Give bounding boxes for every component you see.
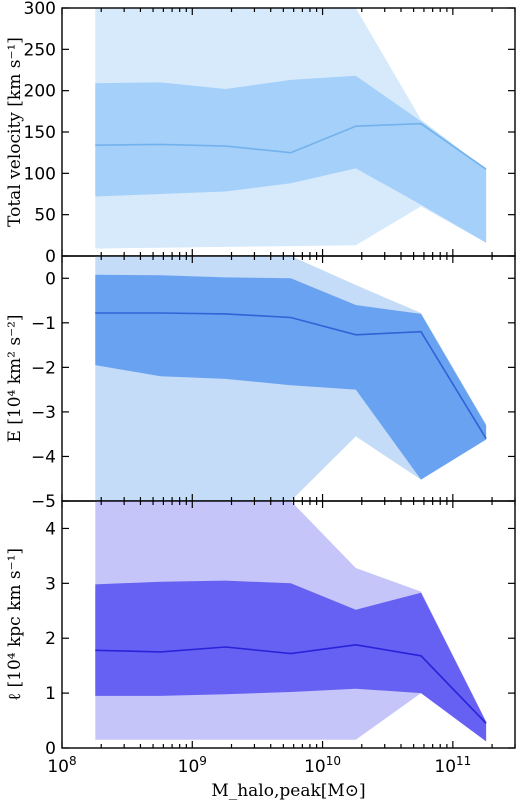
y-tick-label: 300 xyxy=(24,0,56,19)
median-line xyxy=(95,122,487,170)
y-tick-label: −3 xyxy=(31,403,56,423)
y-tick-label: 3 xyxy=(45,574,56,594)
y-tick-label: 0 xyxy=(45,247,56,267)
y-tick-label: 250 xyxy=(24,40,56,60)
inner-band xyxy=(95,274,487,480)
panel-frame xyxy=(61,500,516,749)
x-axis: 108 109 1010 1011 M_halo,peak[M⊙] xyxy=(47,754,471,800)
y-tick-label: 2 xyxy=(45,629,56,649)
y-tick-label: 1 xyxy=(45,684,56,704)
median-line xyxy=(95,643,487,724)
y-tick-label: −1 xyxy=(31,314,56,334)
panel-plot-area xyxy=(95,256,487,501)
y-tick-label: 150 xyxy=(24,123,56,143)
y-axis-label: ℓ [10⁴ kpc km s⁻¹] xyxy=(5,548,25,701)
panel-plot-area xyxy=(95,8,487,249)
y-tick-label: 50 xyxy=(34,206,56,226)
x-tick-label: 1011 xyxy=(434,754,471,777)
inner-band xyxy=(95,75,487,243)
y-tick-label: −2 xyxy=(31,358,56,378)
panel-2: 0 −1 −2 −3 −4 −5 E [10⁴ km² s⁻²] xyxy=(5,255,516,512)
y-tick-label: 200 xyxy=(24,82,56,102)
panel-1: 0 50 100 150 200 250 300 Total velocity [km s⁻¹… xyxy=(5,0,516,267)
y-tick-label: 100 xyxy=(24,164,56,184)
inner-band xyxy=(95,580,487,742)
panel-3: 0 1 2 3 4 ℓ [10⁴ kpc km s⁻¹] xyxy=(5,500,516,759)
y-tick-label: −5 xyxy=(31,492,56,512)
x-tick-label: 1010 xyxy=(304,754,341,777)
y-axis-label: E [10⁴ km² s⁻²] xyxy=(5,314,25,442)
x-axis-label: M_halo,peak[M⊙] xyxy=(211,781,365,800)
median-line xyxy=(95,312,487,440)
y-axis-label: Total velocity [km s⁻¹] xyxy=(5,37,25,227)
panel-plot-area xyxy=(95,501,487,742)
y-tick-label: 4 xyxy=(45,519,56,539)
y-tick-label: 0 xyxy=(45,269,56,289)
x-tick-label: 109 xyxy=(178,754,207,777)
y-tick-label: 0 xyxy=(45,739,56,759)
y-tick-label: −4 xyxy=(31,447,56,467)
x-tick-label: 108 xyxy=(47,754,76,777)
